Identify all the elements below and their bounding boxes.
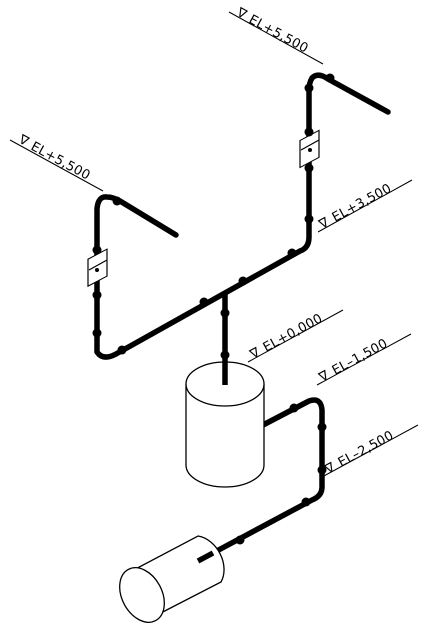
elevation-text: EL+3,500 [330, 181, 394, 225]
horizontal-drum [119, 535, 225, 623]
elevation-text: EL–2,500 [336, 428, 397, 470]
elevation-label-top-right: ∇ EL+5,500 [228, 5, 324, 65]
elevation-text: EL+0,000 [261, 311, 325, 355]
elevation-label-ground: ∇ EL+0,000 [247, 309, 344, 363]
elevation-marker: ∇ [316, 215, 332, 233]
elevation-label-top-left: ∇ EL+5,500 [9, 132, 104, 192]
valve-dot-right [308, 148, 312, 152]
drum-end [119, 567, 165, 623]
elevation-label-mid-right: ∇ EL+3,500 [316, 179, 413, 233]
elevation-text: EL–1,500 [330, 336, 391, 378]
elevation-label-minus-2500: ∇ EL–2,500 [321, 424, 419, 478]
tank-body [185, 384, 265, 488]
check-valve-left [87, 248, 108, 288]
elevation-text: EL+5,500 [246, 12, 310, 56]
elevation-marker: ∇ [316, 368, 332, 386]
drum-inlet [196, 550, 215, 564]
vertical-tank [185, 361, 265, 488]
valve-body-left [87, 248, 108, 288]
elevation-text: EL+5,500 [28, 139, 92, 183]
valve-dot-left [95, 268, 99, 272]
elevation-marker: ∇ [247, 345, 263, 363]
valve-diag-left [88, 259, 108, 271]
elevation-marker: ∇ [233, 5, 249, 23]
elevation-label-minus-1500: ∇ EL–1,500 [316, 333, 412, 386]
pipe-tank-outlet [210, 397, 325, 556]
pipe-joints [92, 73, 335, 545]
elevation-marker: ∇ [15, 132, 31, 150]
valve-diag-right [300, 139, 320, 151]
